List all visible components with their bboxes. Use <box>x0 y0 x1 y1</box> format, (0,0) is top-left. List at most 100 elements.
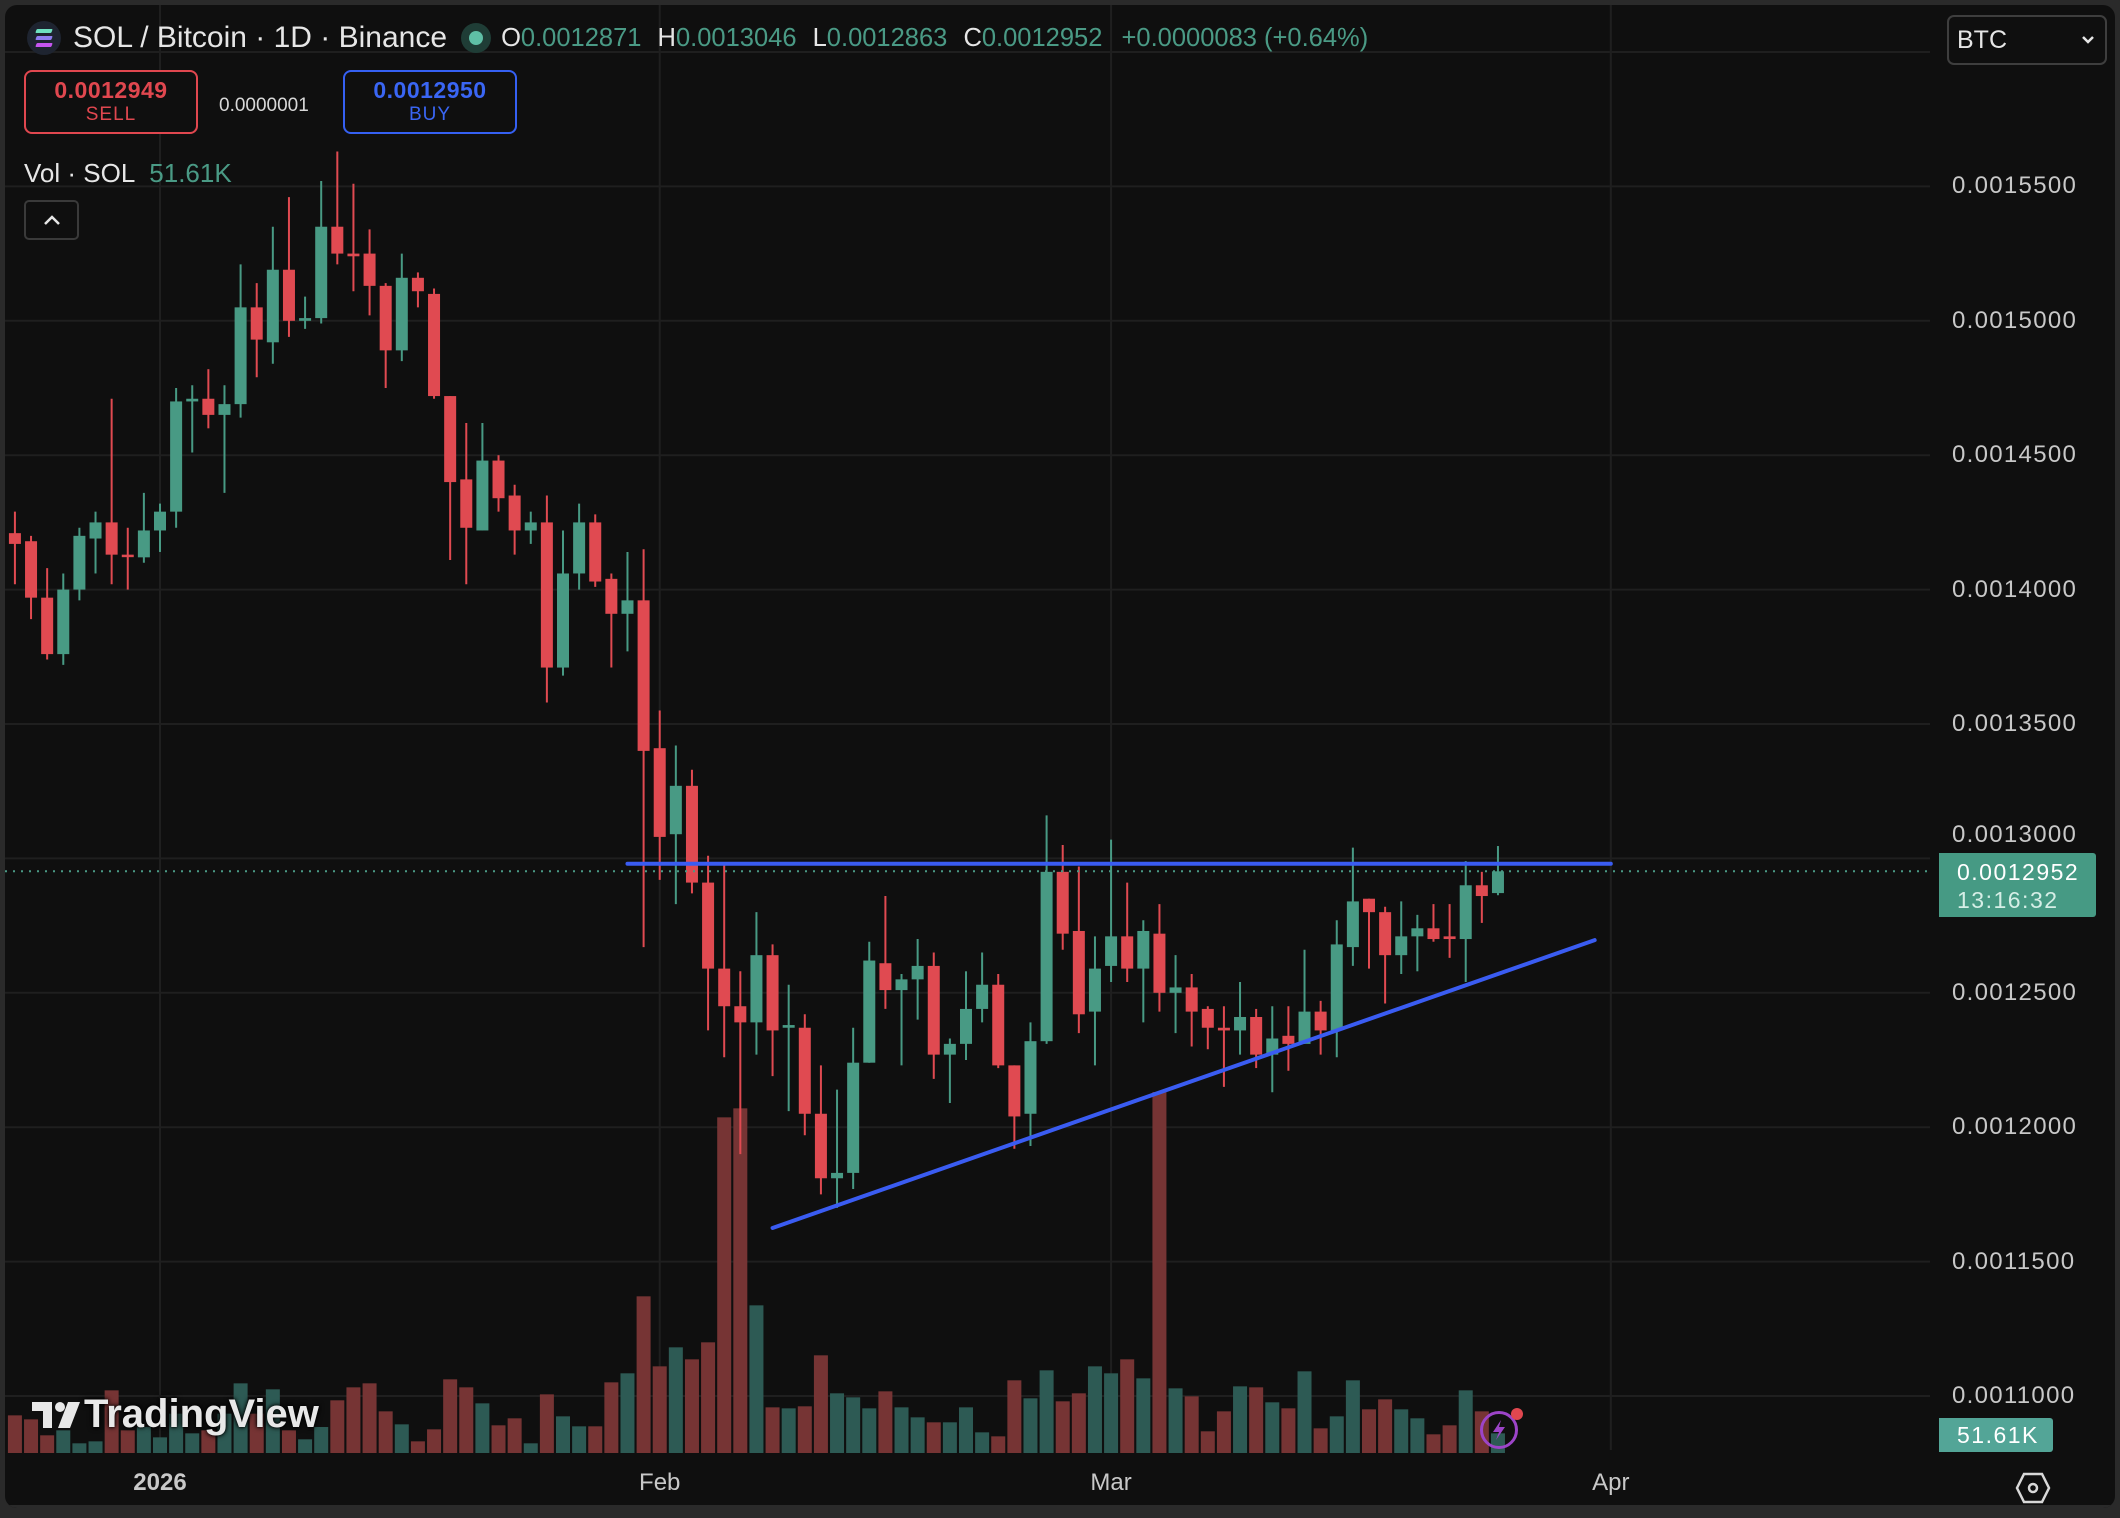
candle-body <box>895 979 908 991</box>
volume-bar <box>684 1359 699 1453</box>
volume-bar <box>797 1406 812 1453</box>
close-value: 0.0012952 <box>981 23 1103 52</box>
volume-bar <box>1136 1378 1151 1453</box>
volume-bar <box>1071 1393 1086 1453</box>
tradingview-logo-text: TradingView <box>84 1392 319 1436</box>
volume-bar <box>330 1400 345 1453</box>
candle-body <box>347 253 360 257</box>
candle-body <box>234 307 247 405</box>
candle-body <box>1379 912 1392 956</box>
candle-body <box>1363 898 1375 913</box>
chart-settings-icon[interactable] <box>2015 1470 2051 1506</box>
volume-bar <box>1313 1428 1328 1453</box>
price-axis-label: 0.0012000 <box>1952 1113 2078 1141</box>
candle-body <box>621 600 634 614</box>
market-status-icon[interactable] <box>461 23 492 53</box>
support-trendline[interactable] <box>770 938 1597 1230</box>
price-axis-label: 0.0012500 <box>1952 978 2078 1006</box>
volume-bar <box>201 1430 216 1453</box>
candle-body <box>1040 871 1053 1042</box>
drawings <box>625 861 1613 1230</box>
candle-body <box>669 785 682 835</box>
candle-body <box>750 955 763 1023</box>
volume-bar <box>1216 1411 1231 1453</box>
candle-body <box>1121 936 1134 969</box>
candle-body <box>363 253 376 286</box>
volume-bar <box>1362 1409 1376 1453</box>
candle-body <box>411 277 424 292</box>
collapse-legend-button[interactable] <box>24 200 79 240</box>
volume-bar <box>56 1430 71 1453</box>
close-label: C <box>963 23 982 52</box>
volume-bar <box>427 1429 442 1453</box>
volume-bar <box>507 1418 522 1453</box>
volume-bar <box>765 1407 780 1453</box>
candle-body <box>444 396 457 483</box>
candle-body <box>1298 1011 1311 1044</box>
tradingview-logo-icon <box>32 1401 80 1428</box>
candle-body <box>476 460 489 531</box>
candle-body <box>847 1062 860 1173</box>
volume-legend-value: 51.61K <box>149 158 232 188</box>
volume-legend: Vol · SOL 51.61K <box>24 158 232 189</box>
candle-body <box>508 495 521 531</box>
buy-button[interactable]: 0.0012950 BUY <box>343 70 517 134</box>
candle-body <box>960 1008 972 1044</box>
candle-body <box>1008 1065 1021 1117</box>
volume-bar <box>1200 1431 1215 1453</box>
symbol-legend: SOL / Bitcoin · 1D · Binance O0.0012871 … <box>27 21 1368 55</box>
candle-body <box>282 269 295 321</box>
candle-body <box>1459 885 1472 940</box>
volume-bar <box>410 1441 425 1453</box>
symbol-title[interactable]: SOL / Bitcoin · 1D · Binance <box>73 21 448 54</box>
tradingview-logo[interactable]: TradingView <box>30 1392 319 1437</box>
volume-bar <box>556 1416 570 1453</box>
volume-bar <box>120 1430 135 1453</box>
candle-body <box>1088 968 1101 1012</box>
candle-body <box>460 479 473 528</box>
change-value: +0.0000083 (+0.64%) <box>1121 23 1369 52</box>
volume-bar <box>249 1413 264 1453</box>
volume-bar <box>298 1439 313 1453</box>
candle-body <box>1282 1035 1295 1044</box>
volume-bar <box>830 1393 845 1453</box>
volume-bar <box>991 1436 1006 1453</box>
time-axis-label: Mar <box>1090 1469 1132 1496</box>
candle-body <box>589 522 602 582</box>
candle-body <box>557 573 569 668</box>
currency-select[interactable]: BTC <box>1947 15 2107 65</box>
buy-price: 0.0012950 <box>373 77 487 103</box>
lightning-icon[interactable] <box>1480 1408 1523 1449</box>
volume-bar <box>894 1407 909 1453</box>
time-axis-label: 2026 <box>133 1469 187 1496</box>
volume-bar <box>701 1342 716 1453</box>
volume-bar <box>1281 1408 1296 1453</box>
candle-body <box>1411 928 1424 937</box>
sell-button[interactable]: 0.0012949 SELL <box>24 70 198 134</box>
candle-body <box>8 533 21 544</box>
candle-body <box>524 522 537 531</box>
bar-countdown: 13:16:32 <box>1957 887 2059 913</box>
solana-icon <box>27 21 61 55</box>
volume-bar <box>136 1427 151 1453</box>
volume-bar <box>169 1413 184 1453</box>
volume-bar <box>7 1415 22 1453</box>
volume-bar <box>749 1305 764 1453</box>
candle-body <box>57 589 70 655</box>
volume-bar <box>636 1296 651 1453</box>
volume-bars <box>7 1092 1505 1453</box>
candle-body <box>1234 1016 1247 1031</box>
chevron-up-icon <box>43 215 60 225</box>
price-chart[interactable] <box>5 5 2115 1508</box>
volume-legend-label: Vol · SOL <box>24 158 136 188</box>
price-axis-label: 0.0013000 <box>1952 821 2078 848</box>
candle-body <box>1185 987 1198 1012</box>
candle-body <box>766 955 779 1031</box>
candle-body <box>1056 871 1069 934</box>
candle-body <box>637 600 650 751</box>
volume-bar <box>1120 1359 1135 1453</box>
price-axis-label: 0.0014000 <box>1952 575 2078 603</box>
candle-body <box>1330 944 1343 1031</box>
high-value: 0.0013046 <box>675 23 797 52</box>
volume-bar <box>1055 1401 1070 1453</box>
